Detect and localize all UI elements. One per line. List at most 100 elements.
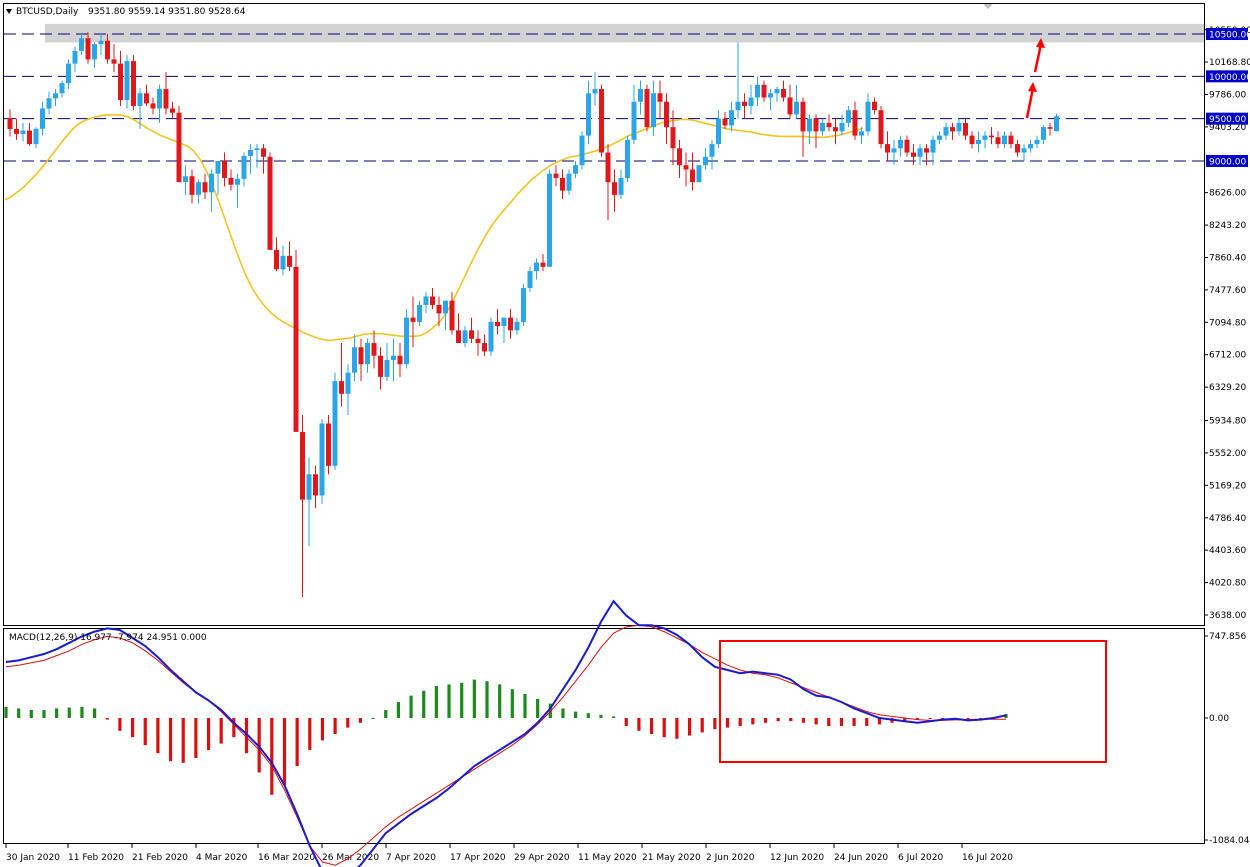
macd-histogram-bar: [55, 708, 59, 718]
candle-body: [963, 122, 968, 136]
chart-shift-marker-icon[interactable]: [983, 4, 993, 9]
macd-histogram-bar: [498, 684, 502, 718]
x-tick-label: 21 May 2020: [642, 853, 701, 863]
candle: [397, 343, 403, 377]
candle-body: [787, 97, 793, 115]
y-tick-label: 4403.60: [1209, 546, 1246, 556]
candle: [839, 114, 845, 136]
macd-histogram-bar: [725, 718, 730, 728]
candle-body: [677, 148, 682, 166]
up-arrow-icon[interactable]: [1025, 82, 1037, 119]
candle-body: [20, 130, 26, 134]
candle: [898, 135, 903, 157]
candle-body: [605, 152, 611, 183]
candle: [436, 296, 442, 327]
candle: [1002, 131, 1007, 149]
macd-histogram-bar: [472, 679, 476, 718]
candle: [703, 148, 708, 170]
candle-body: [7, 117, 13, 129]
candle: [976, 131, 981, 153]
candle: [118, 50, 123, 106]
x-tick-label: 12 Jun 2020: [770, 853, 824, 863]
candle-body: [449, 300, 455, 331]
candle: [33, 127, 39, 149]
candle-body: [267, 156, 273, 250]
candle-body: [345, 372, 351, 394]
y-tick-label: 5934.80: [1209, 417, 1246, 427]
candle-body: [72, 50, 78, 64]
macd-y-tick-label: 0.00: [1209, 714, 1229, 724]
candle-body: [332, 381, 338, 466]
candle-body: [371, 343, 377, 356]
candle-body: [891, 148, 897, 153]
macd-convergence-box[interactable]: [719, 640, 1107, 763]
macd-histogram-bar: [105, 718, 109, 720]
candle: [391, 338, 396, 382]
macd-histogram-bar: [915, 718, 919, 720]
candle: [794, 84, 799, 119]
candle-body: [339, 381, 344, 394]
candle: [430, 288, 435, 310]
candle: [566, 169, 572, 195]
macd-histogram-bar: [219, 718, 223, 744]
candle-body: [846, 110, 851, 123]
candle: [280, 245, 286, 276]
annotations-layer: [719, 38, 1107, 763]
candle: [7, 109, 13, 137]
candle: [183, 165, 188, 195]
candle: [189, 169, 195, 204]
macd-histogram-bar: [852, 718, 856, 726]
candle: [716, 110, 721, 149]
candle: [722, 111, 728, 129]
candle: [137, 88, 143, 129]
moving-average-layer: [4, 114, 864, 342]
candle-body: [924, 148, 929, 153]
candle-body: [800, 101, 806, 132]
candle: [313, 465, 318, 509]
macd-histogram-bar: [143, 718, 147, 746]
candle: [612, 169, 617, 212]
candle-body: [1002, 135, 1007, 145]
candle: [462, 326, 468, 348]
resistance-zone-layer: [45, 23, 1204, 43]
macd-histogram-bar: [510, 689, 514, 718]
up-arrow-icon[interactable]: [1033, 38, 1045, 73]
candle-body: [280, 255, 286, 270]
candle-body: [1008, 135, 1014, 145]
macd-histogram-bar: [333, 718, 337, 734]
candle: [79, 34, 84, 56]
candle-body: [313, 474, 318, 496]
candle-body: [118, 63, 123, 101]
candle: [384, 343, 390, 382]
macd-histogram-bar: [282, 718, 287, 786]
candle: [98, 34, 104, 56]
candle-body: [196, 182, 201, 195]
macd-histogram-bar: [358, 718, 363, 723]
candle-body: [131, 61, 136, 106]
candle-body: [144, 93, 149, 104]
candle: [963, 118, 968, 140]
candle-body: [85, 38, 91, 60]
candle: [885, 131, 890, 161]
candle-body: [365, 343, 370, 365]
candle: [196, 179, 201, 204]
macd-histogram-bar: [232, 718, 236, 738]
candle-body: [638, 89, 643, 102]
candle-body: [248, 149, 253, 156]
candle: [358, 338, 364, 382]
macd-histogram-bar: [156, 718, 160, 754]
candle-body: [586, 93, 591, 136]
x-tick-label: 17 Apr 2020: [450, 853, 506, 863]
macd-histogram-bar: [42, 710, 46, 718]
candle-body: [404, 317, 409, 365]
y-tick-label: 10168.80: [1209, 58, 1250, 68]
candle: [540, 254, 546, 272]
collapse-triangle-icon[interactable]: [6, 9, 12, 14]
x-tick-label: 24 Jun 2020: [834, 853, 888, 863]
candle: [267, 152, 273, 250]
level-price-label: 10000.00: [1209, 73, 1250, 83]
candle: [859, 127, 864, 145]
candle-body: [742, 101, 747, 106]
candle-body: [33, 128, 39, 145]
chart-title: BTCUSD,Daily: [16, 7, 79, 17]
